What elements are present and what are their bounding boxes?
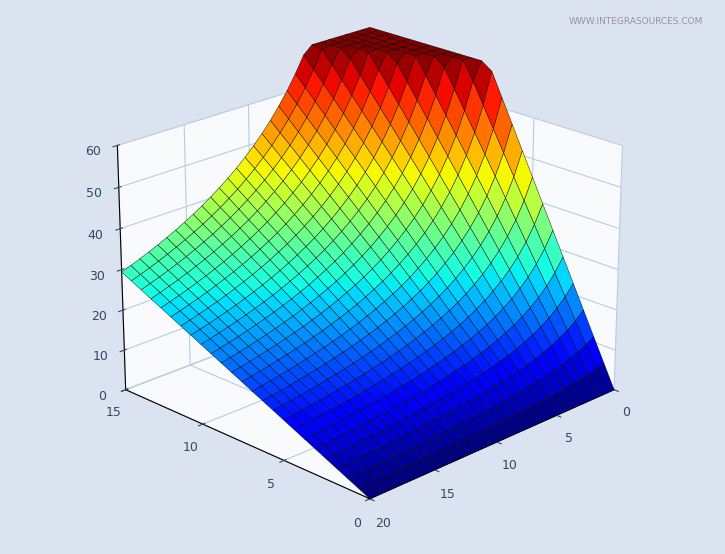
Text: WWW.INTEGRASOURCES.COM: WWW.INTEGRASOURCES.COM [569,17,703,25]
